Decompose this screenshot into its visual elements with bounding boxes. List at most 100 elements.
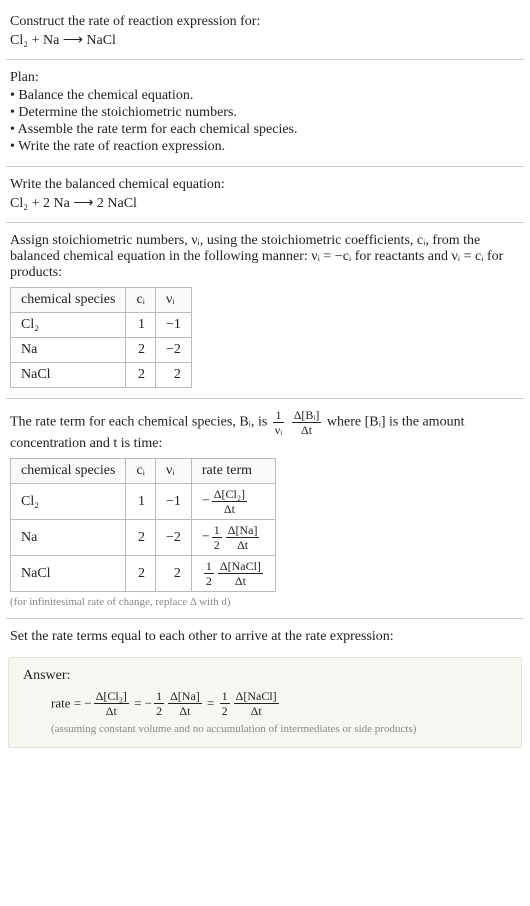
frac-den: 2 [154, 703, 164, 717]
balanced-title: Write the balanced chemical equation: [10, 177, 520, 193]
cell-nu: 2 [155, 556, 191, 592]
divider [6, 398, 524, 399]
answer-equation: rate = −Δ[Cl₂]Δt = −12Δ[Na]Δt = 12Δ[NaCl… [23, 690, 507, 717]
divider [6, 618, 524, 619]
plan-list: • Balance the chemical equation. • Deter… [10, 88, 520, 155]
frac-den: Δt [218, 573, 263, 587]
col-ci: cᵢ [126, 288, 156, 313]
table-row: NaCl2212Δ[NaCl]Δt [11, 556, 276, 592]
frac: Δ[NaCl]Δt [218, 560, 263, 587]
cell-species: NaCl [11, 556, 126, 592]
rate-delta-frac: Δ[Bᵢ] Δt [292, 409, 322, 436]
col-nu: νᵢ [155, 288, 191, 313]
plan-item: • Balance the chemical equation. [10, 88, 520, 104]
cell-nu: −1 [155, 313, 191, 338]
unbalanced-equation: Cl₂ + Na ⟶ NaCl [10, 32, 520, 49]
frac-num: Δ[Cl₂] [94, 690, 129, 703]
rate-term-table: chemical species cᵢ νᵢ rate term Cl₂1−1−… [10, 458, 276, 592]
frac-num: 1 [154, 690, 164, 703]
plan-item: • Assemble the rate term for each chemic… [10, 122, 520, 138]
cell-species: NaCl [11, 363, 126, 388]
cell-ci: 2 [126, 556, 156, 592]
cell-species: Na [11, 338, 126, 363]
stoich-explain: Assign stoichiometric numbers, νᵢ, using… [10, 233, 520, 281]
plan-item: • Determine the stoichiometric numbers. [10, 105, 520, 121]
frac-num: Δ[NaCl] [218, 560, 263, 573]
col-species: chemical species [11, 459, 126, 484]
table-header-row: chemical species cᵢ νᵢ [11, 288, 192, 313]
equals: = [204, 696, 218, 711]
cell-species: Cl₂ [11, 313, 126, 338]
sign: − [202, 530, 210, 545]
frac-den: 2 [204, 573, 214, 587]
col-rate-term: rate term [191, 459, 275, 484]
frac-num: Δ[Cl₂] [212, 488, 247, 501]
plan-title: Plan: [10, 70, 520, 86]
rate-term-intro: The rate term for each chemical species,… [10, 409, 520, 452]
frac-num: Δ[NaCl] [234, 690, 279, 703]
frac: 12 [220, 690, 230, 717]
frac: 12 [204, 560, 214, 587]
frac-den: Δt [212, 501, 247, 515]
frac-num: 1 [204, 560, 214, 573]
final-title: Set the rate terms equal to each other t… [10, 629, 520, 645]
sign: − [145, 696, 152, 711]
rate-coef-frac: 1 νᵢ [273, 409, 284, 436]
frac: Δ[Cl₂]Δt [94, 690, 129, 717]
rate-table-footnote: (for infinitesimal rate of change, repla… [10, 596, 520, 608]
table-row: NaCl 2 2 [11, 363, 192, 388]
stoich-table: chemical species cᵢ νᵢ Cl₂ 1 −1 Na 2 −2 … [10, 287, 192, 388]
frac: 12 [212, 524, 222, 551]
col-nu: νᵢ [155, 459, 191, 484]
plan-section: Plan: • Balance the chemical equation. •… [6, 64, 524, 162]
frac: Δ[Na]Δt [168, 690, 202, 717]
table-row: Na 2 −2 [11, 338, 192, 363]
sign: − [84, 696, 91, 711]
answer-note: (assuming constant volume and no accumul… [23, 723, 507, 735]
cell-species: Na [11, 520, 126, 556]
frac-num: 1 [220, 690, 230, 703]
cell-rate-term: −12Δ[Na]Δt [191, 520, 275, 556]
rate-term-intro-a: The rate term for each chemical species,… [10, 415, 271, 430]
answer-box: Answer: rate = −Δ[Cl₂]Δt = −12Δ[Na]Δt = … [8, 657, 522, 748]
equals: = [131, 696, 145, 711]
header-section: Construct the rate of reaction expressio… [6, 8, 524, 55]
frac-num: 1 [212, 524, 222, 537]
frac: Δ[Cl₂]Δt [212, 488, 247, 515]
frac-den: Δt [94, 703, 129, 717]
frac-den: Δt [168, 703, 202, 717]
divider [6, 166, 524, 167]
col-species: chemical species [11, 288, 126, 313]
frac: Δ[NaCl]Δt [234, 690, 279, 717]
cell-rate-term: 12Δ[NaCl]Δt [191, 556, 275, 592]
table-row: Na2−2−12Δ[Na]Δt [11, 520, 276, 556]
prompt-text: Construct the rate of reaction expressio… [10, 14, 520, 30]
table-row: Cl₂ 1 −1 [11, 313, 192, 338]
rate-term-section: The rate term for each chemical species,… [6, 403, 524, 614]
frac-den: 2 [212, 537, 222, 551]
frac: Δ[Na]Δt [226, 524, 260, 551]
cell-nu: −1 [155, 484, 191, 520]
table-row: Cl₂1−1−Δ[Cl₂]Δt [11, 484, 276, 520]
frac-den: Δt [234, 703, 279, 717]
rate-prefix: rate = [51, 696, 84, 711]
frac-num: Δ[Bᵢ] [292, 409, 322, 422]
frac-den: 2 [220, 703, 230, 717]
balanced-equation: Cl₂ + 2 Na ⟶ 2 NaCl [10, 195, 520, 212]
frac-den: Δt [226, 537, 260, 551]
divider [6, 59, 524, 60]
cell-nu: −2 [155, 338, 191, 363]
frac-num: Δ[Na] [168, 690, 202, 703]
col-ci: cᵢ [126, 459, 156, 484]
sign: − [202, 494, 210, 509]
table-header-row: chemical species cᵢ νᵢ rate term [11, 459, 276, 484]
frac-den: Δt [292, 422, 322, 436]
balanced-section: Write the balanced chemical equation: Cl… [6, 171, 524, 218]
frac: 12 [154, 690, 164, 717]
cell-ci: 2 [126, 338, 156, 363]
answer-label: Answer: [23, 668, 507, 684]
frac-num: Δ[Na] [226, 524, 260, 537]
cell-species: Cl₂ [11, 484, 126, 520]
cell-ci: 2 [126, 363, 156, 388]
frac-den: νᵢ [273, 422, 284, 436]
